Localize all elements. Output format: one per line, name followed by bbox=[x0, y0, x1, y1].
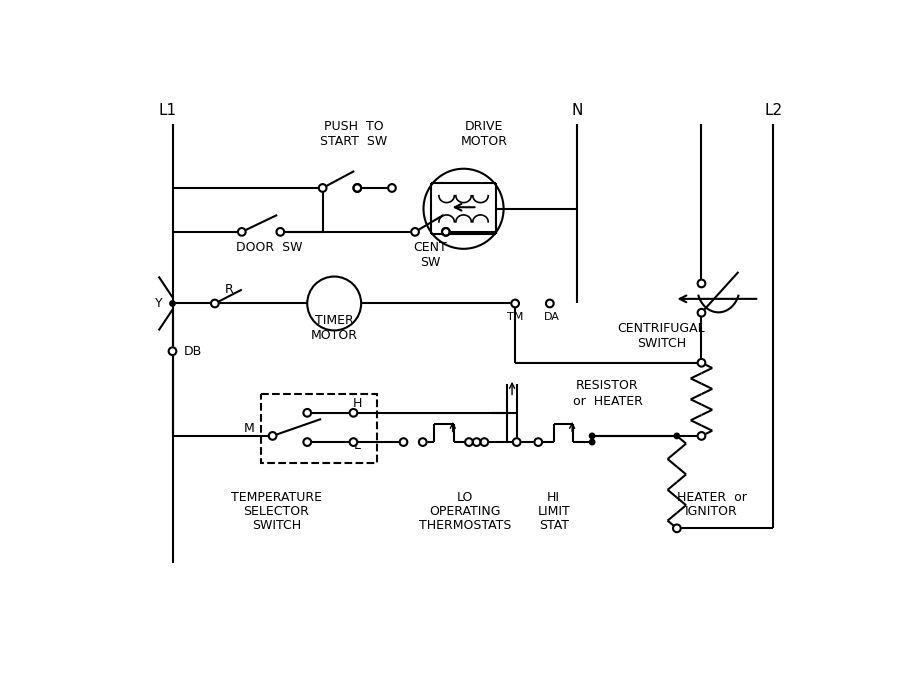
Circle shape bbox=[418, 439, 427, 446]
Circle shape bbox=[269, 432, 276, 440]
Text: R: R bbox=[224, 283, 233, 296]
Circle shape bbox=[590, 433, 595, 439]
Circle shape bbox=[168, 347, 176, 355]
Text: CENTRIFUGAL: CENTRIFUGAL bbox=[617, 321, 706, 334]
Text: CENT: CENT bbox=[414, 241, 447, 254]
Text: H: H bbox=[353, 397, 362, 410]
Circle shape bbox=[349, 439, 357, 446]
Circle shape bbox=[465, 439, 472, 446]
Circle shape bbox=[698, 359, 706, 366]
Circle shape bbox=[535, 439, 542, 446]
Circle shape bbox=[442, 228, 450, 236]
Text: SELECTOR: SELECTOR bbox=[244, 505, 310, 518]
Text: STAT: STAT bbox=[539, 519, 569, 532]
Text: THERMOSTATS: THERMOSTATS bbox=[418, 519, 511, 532]
Circle shape bbox=[590, 439, 595, 445]
Circle shape bbox=[354, 184, 361, 192]
Text: LIMIT: LIMIT bbox=[537, 505, 570, 518]
Text: DB: DB bbox=[184, 345, 202, 358]
Text: or  HEATER: or HEATER bbox=[572, 395, 643, 408]
Text: START  SW: START SW bbox=[320, 136, 387, 148]
Text: TIMER: TIMER bbox=[315, 314, 354, 327]
Circle shape bbox=[673, 524, 680, 532]
Text: DOOR  SW: DOOR SW bbox=[236, 241, 302, 254]
Circle shape bbox=[442, 228, 450, 236]
Bar bbox=[261, 394, 376, 463]
Text: SWITCH: SWITCH bbox=[637, 337, 686, 350]
Text: N: N bbox=[572, 104, 582, 118]
Circle shape bbox=[546, 300, 554, 307]
Text: IGNITOR: IGNITOR bbox=[685, 505, 738, 518]
Text: DA: DA bbox=[544, 312, 560, 321]
Text: PUSH  TO: PUSH TO bbox=[324, 120, 383, 133]
Circle shape bbox=[674, 433, 680, 439]
Text: L1: L1 bbox=[158, 104, 176, 118]
Circle shape bbox=[400, 439, 408, 446]
Text: RESISTOR: RESISTOR bbox=[576, 379, 639, 392]
Text: TM: TM bbox=[507, 312, 523, 321]
Circle shape bbox=[303, 409, 311, 417]
Circle shape bbox=[238, 228, 246, 236]
Text: HEATER  or: HEATER or bbox=[677, 491, 746, 504]
Circle shape bbox=[513, 439, 520, 446]
Circle shape bbox=[388, 184, 396, 192]
Circle shape bbox=[411, 228, 418, 236]
Circle shape bbox=[349, 409, 357, 417]
Circle shape bbox=[698, 280, 706, 287]
Circle shape bbox=[354, 184, 361, 192]
Text: SWITCH: SWITCH bbox=[252, 519, 301, 532]
Text: DRIVE: DRIVE bbox=[465, 120, 503, 133]
Circle shape bbox=[472, 439, 481, 446]
Text: HI: HI bbox=[547, 491, 560, 504]
Circle shape bbox=[319, 184, 327, 192]
Text: MOTOR: MOTOR bbox=[310, 330, 357, 343]
Text: MOTOR: MOTOR bbox=[461, 136, 508, 148]
Circle shape bbox=[170, 301, 176, 306]
Circle shape bbox=[698, 309, 706, 317]
Text: LO: LO bbox=[457, 491, 473, 504]
Circle shape bbox=[698, 432, 706, 440]
Text: M: M bbox=[244, 422, 255, 434]
Text: Y: Y bbox=[155, 297, 163, 310]
Circle shape bbox=[481, 439, 488, 446]
Circle shape bbox=[211, 300, 219, 307]
Text: OPERATING: OPERATING bbox=[429, 505, 501, 518]
Text: L: L bbox=[354, 439, 361, 452]
Circle shape bbox=[511, 300, 519, 307]
Text: L2: L2 bbox=[764, 104, 782, 118]
Text: SW: SW bbox=[420, 256, 441, 269]
Text: TEMPERATURE: TEMPERATURE bbox=[231, 491, 322, 504]
Circle shape bbox=[276, 228, 284, 236]
Circle shape bbox=[303, 439, 311, 446]
